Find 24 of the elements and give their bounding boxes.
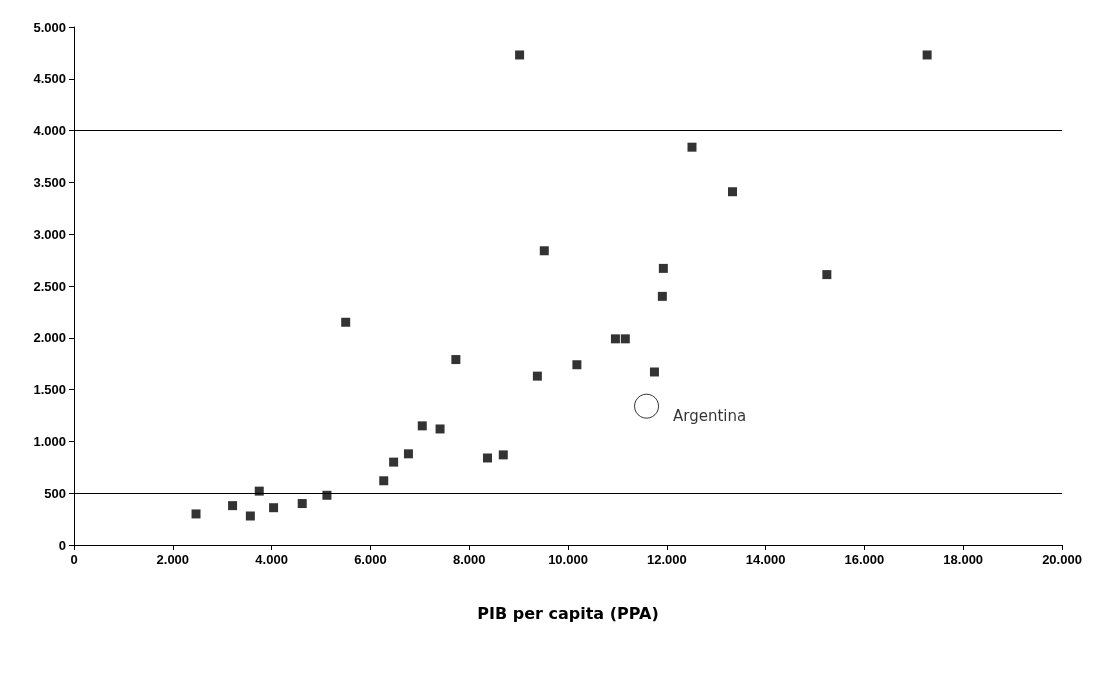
y-tick-label: 0 [58, 537, 66, 553]
x-axis-title: PIB per capita (PPA) [477, 603, 659, 623]
x-tick-label: 16.000 [844, 552, 885, 567]
x-tick-label: 18.000 [943, 552, 984, 567]
y-tick-label: 2.000 [33, 330, 66, 346]
series-label: Argentina [673, 407, 747, 426]
y-tick-label: 3.500 [33, 174, 66, 190]
y-tick-label: 1.000 [33, 433, 66, 449]
x-tick-label: 8.000 [452, 552, 486, 567]
x-tick-label: 20.000 [1042, 552, 1082, 567]
x-tick-label: 2.000 [156, 552, 190, 567]
y-tick-label: 1.500 [33, 382, 66, 398]
x-tick-label: 10.000 [548, 552, 588, 567]
x-tick-label: 12.000 [646, 552, 687, 567]
x-tick-label: 14.000 [745, 552, 786, 567]
x-tick-label: 6.000 [354, 552, 387, 567]
y-tick-label: 4.500 [33, 71, 66, 87]
x-tick-label: 0 [70, 552, 78, 567]
y-tick-label: 5.000 [33, 19, 66, 35]
y-tick-label: 500 [44, 485, 66, 501]
y-tick-label: 3.000 [33, 226, 66, 242]
y-tick-label: 4.000 [33, 123, 66, 139]
y-tick-label: 2.500 [33, 278, 66, 294]
x-tick-label: 4.000 [255, 552, 288, 567]
